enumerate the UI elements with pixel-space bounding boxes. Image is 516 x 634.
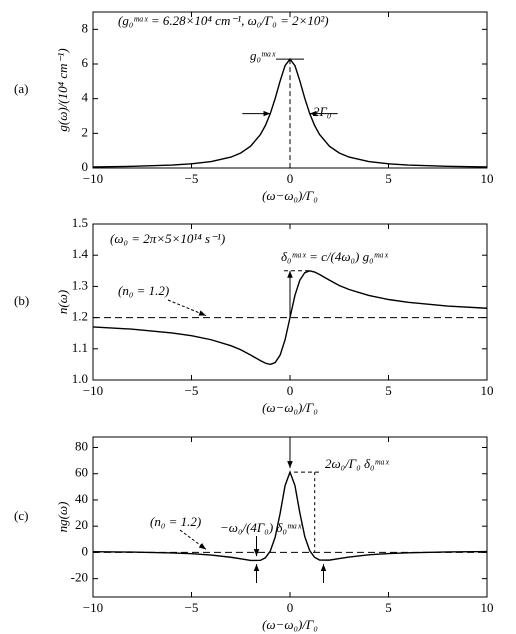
x-axis-label: (ω−ω₀)/Γ₀ — [262, 188, 318, 203]
y-tick-label: 1.4 — [72, 246, 89, 261]
curve — [92, 58, 488, 168]
panel-label: (a) — [14, 81, 28, 96]
curve — [92, 470, 488, 562]
x-tick-label: 5 — [385, 383, 392, 398]
y-tick-label: 1.2 — [72, 309, 88, 324]
annotation: g₀ᵐᵃˣ — [250, 48, 276, 63]
panel-label: (c) — [14, 508, 28, 523]
plot-frame — [92, 11, 488, 169]
y-axis-label: g(ω)/(10⁴ cm⁻¹) — [55, 48, 70, 131]
y-tick-label: 0 — [82, 543, 89, 558]
annotation: δ₀ᵐᵃˣ = c/(4ω₀) g₀ᵐᵃˣ — [281, 249, 388, 264]
y-axis-label: n(ω) — [55, 290, 70, 314]
x-tick-label: −5 — [185, 171, 199, 186]
x-tick-label: 0 — [287, 383, 294, 398]
x-tick-label: 10 — [481, 171, 494, 186]
y-tick-label: 1.0 — [72, 371, 88, 386]
x-axis-label: (ω−ω₀)/Γ₀ — [262, 617, 318, 632]
x-tick-label: −5 — [185, 600, 199, 615]
x-tick-label: 5 — [385, 171, 392, 186]
y-tick-label: 1.1 — [72, 340, 88, 355]
y-tick-label: 80 — [75, 438, 88, 453]
y-tick-label: 60 — [75, 465, 88, 480]
x-tick-label: 10 — [481, 383, 494, 398]
y-tick-label: 4 — [82, 90, 89, 105]
x-tick-label: −10 — [83, 600, 103, 615]
panel-label: (b) — [14, 293, 29, 308]
x-tick-label: −10 — [83, 383, 103, 398]
n0-pointer — [167, 299, 207, 317]
x-tick-label: 10 — [481, 600, 494, 615]
y-tick-label: 1.5 — [72, 215, 88, 230]
annotation: −ω₀/(4Γ₀) δ₀ᵐᵃˣ — [220, 520, 302, 535]
y-tick-label: 0 — [82, 159, 89, 174]
annotation: (n₀ = 1.2) — [118, 283, 169, 298]
x-tick-label: 0 — [287, 600, 294, 615]
x-tick-label: −5 — [185, 383, 199, 398]
y-tick-label: 20 — [75, 517, 88, 532]
y-tick-label: 40 — [75, 491, 88, 506]
x-tick-label: −10 — [83, 171, 103, 186]
y-tick-label: 1.3 — [72, 277, 88, 292]
y-axis-label: ng(ω) — [55, 502, 70, 533]
annotation: (ω₀ = 2π×5×10¹⁴ s⁻¹) — [110, 231, 225, 246]
x-axis-label: (ω−ω₀)/Γ₀ — [262, 400, 318, 415]
curve — [92, 270, 488, 366]
x-tick-label: 0 — [287, 171, 294, 186]
annotation: 2Γ₀ — [313, 104, 331, 119]
y-tick-label: 2 — [82, 124, 89, 139]
y-tick-label: 6 — [82, 55, 89, 70]
y-tick-label: -20 — [71, 570, 88, 585]
annotation: (g₀ᵐᵃˣ = 6.28×10⁴ cm⁻¹, ω₀/Γ₀ = 2×10²) — [118, 13, 329, 28]
x-tick-label: 5 — [385, 600, 392, 615]
annotation: 2ω₀/Γ₀ δ₀ᵐᵃˣ — [325, 456, 389, 471]
annotation: (n₀ = 1.2) — [150, 514, 201, 529]
n0-pointer — [179, 529, 207, 550]
y-tick-label: 8 — [82, 20, 89, 35]
